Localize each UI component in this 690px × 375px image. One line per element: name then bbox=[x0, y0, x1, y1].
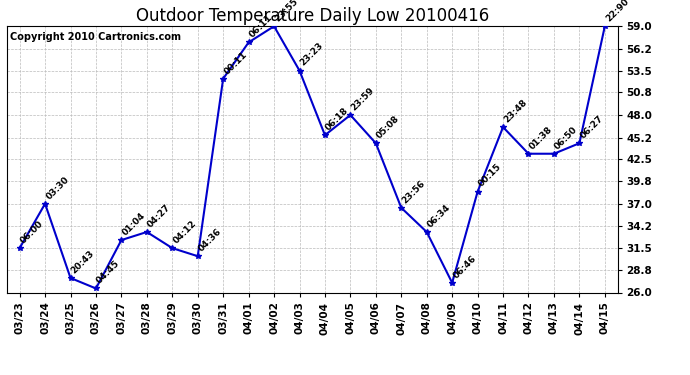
Text: 23:55: 23:55 bbox=[273, 0, 300, 24]
Text: 06:00: 06:00 bbox=[19, 219, 45, 245]
Text: 20:43: 20:43 bbox=[70, 249, 97, 275]
Text: 06:18: 06:18 bbox=[324, 106, 351, 132]
Text: 04:36: 04:36 bbox=[197, 227, 224, 254]
Text: 23:59: 23:59 bbox=[350, 86, 376, 112]
Text: 01:38: 01:38 bbox=[528, 124, 554, 151]
Text: 23:56: 23:56 bbox=[400, 178, 427, 205]
Text: 06:27: 06:27 bbox=[579, 114, 605, 141]
Title: Outdoor Temperature Daily Low 20100416: Outdoor Temperature Daily Low 20100416 bbox=[136, 7, 489, 25]
Text: 01:04: 01:04 bbox=[121, 211, 147, 237]
Text: 06:11: 06:11 bbox=[248, 13, 275, 40]
Text: 00:11: 00:11 bbox=[222, 50, 249, 76]
Text: 22:90: 22:90 bbox=[604, 0, 631, 24]
Text: 03:30: 03:30 bbox=[44, 175, 70, 201]
Text: 04:12: 04:12 bbox=[172, 219, 198, 245]
Text: 04:45: 04:45 bbox=[95, 259, 122, 286]
Text: 06:34: 06:34 bbox=[426, 202, 453, 229]
Text: 04:27: 04:27 bbox=[146, 202, 172, 229]
Text: 23:48: 23:48 bbox=[502, 98, 529, 124]
Text: 06:50: 06:50 bbox=[553, 124, 580, 151]
Text: 05:08: 05:08 bbox=[375, 114, 402, 141]
Text: 23:23: 23:23 bbox=[299, 41, 325, 68]
Text: 00:15: 00:15 bbox=[477, 162, 503, 189]
Text: Copyright 2010 Cartronics.com: Copyright 2010 Cartronics.com bbox=[10, 32, 181, 42]
Text: 06:46: 06:46 bbox=[451, 254, 478, 280]
